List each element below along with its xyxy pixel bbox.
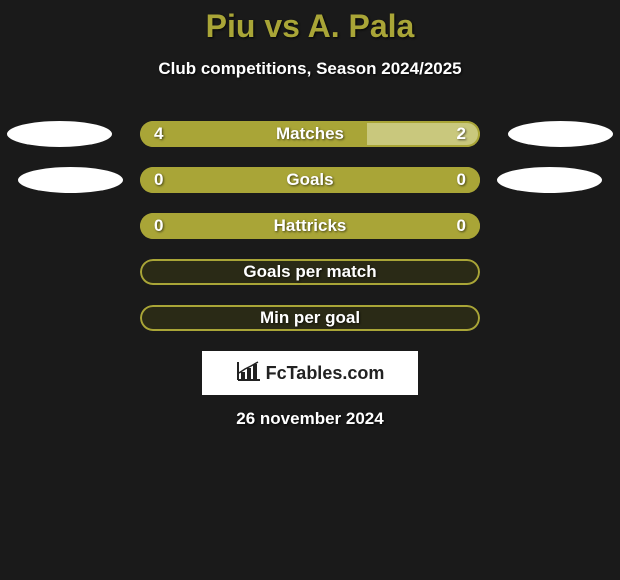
player-right-ellipse [497, 167, 602, 193]
infographic-container: Piu vs A. Pala Club competitions, Season… [0, 0, 620, 429]
page-title: Piu vs A. Pala [0, 8, 620, 45]
stat-label: Min per goal [260, 308, 360, 328]
logo-text: FcTables.com [266, 363, 385, 384]
stat-value-right: 0 [457, 170, 466, 190]
logo-box: FcTables.com [202, 351, 418, 395]
player-right-ellipse [508, 121, 613, 147]
comparison-row: Min per goal [0, 305, 620, 331]
stat-label: Hattricks [274, 216, 347, 236]
stat-label: Goals per match [243, 262, 376, 282]
date-text: 26 november 2024 [0, 409, 620, 429]
comparison-row: 4 Matches 2 [0, 121, 620, 147]
stat-label: Matches [276, 124, 344, 144]
stat-bar: 0 Goals 0 [140, 167, 480, 193]
stat-bar: Goals per match [140, 259, 480, 285]
subtitle: Club competitions, Season 2024/2025 [0, 59, 620, 79]
stat-bar: 0 Hattricks 0 [140, 213, 480, 239]
stat-value-right: 2 [457, 124, 466, 144]
stat-value-left: 0 [154, 216, 163, 236]
stat-value-right: 0 [457, 216, 466, 236]
player-left-ellipse [7, 121, 112, 147]
stat-bar: 4 Matches 2 [140, 121, 480, 147]
player-left-ellipse [18, 167, 123, 193]
stat-label: Goals [286, 170, 333, 190]
comparison-row: Goals per match [0, 259, 620, 285]
comparison-rows: 4 Matches 2 0 Goals 0 0 Hattricks 0 Goals per mat… [0, 121, 620, 331]
comparison-row: 0 Goals 0 [0, 167, 620, 193]
stat-value-left: 4 [154, 124, 163, 144]
stat-value-left: 0 [154, 170, 163, 190]
stat-bar: Min per goal [140, 305, 480, 331]
bar-chart-icon [236, 360, 262, 387]
comparison-row: 0 Hattricks 0 [0, 213, 620, 239]
